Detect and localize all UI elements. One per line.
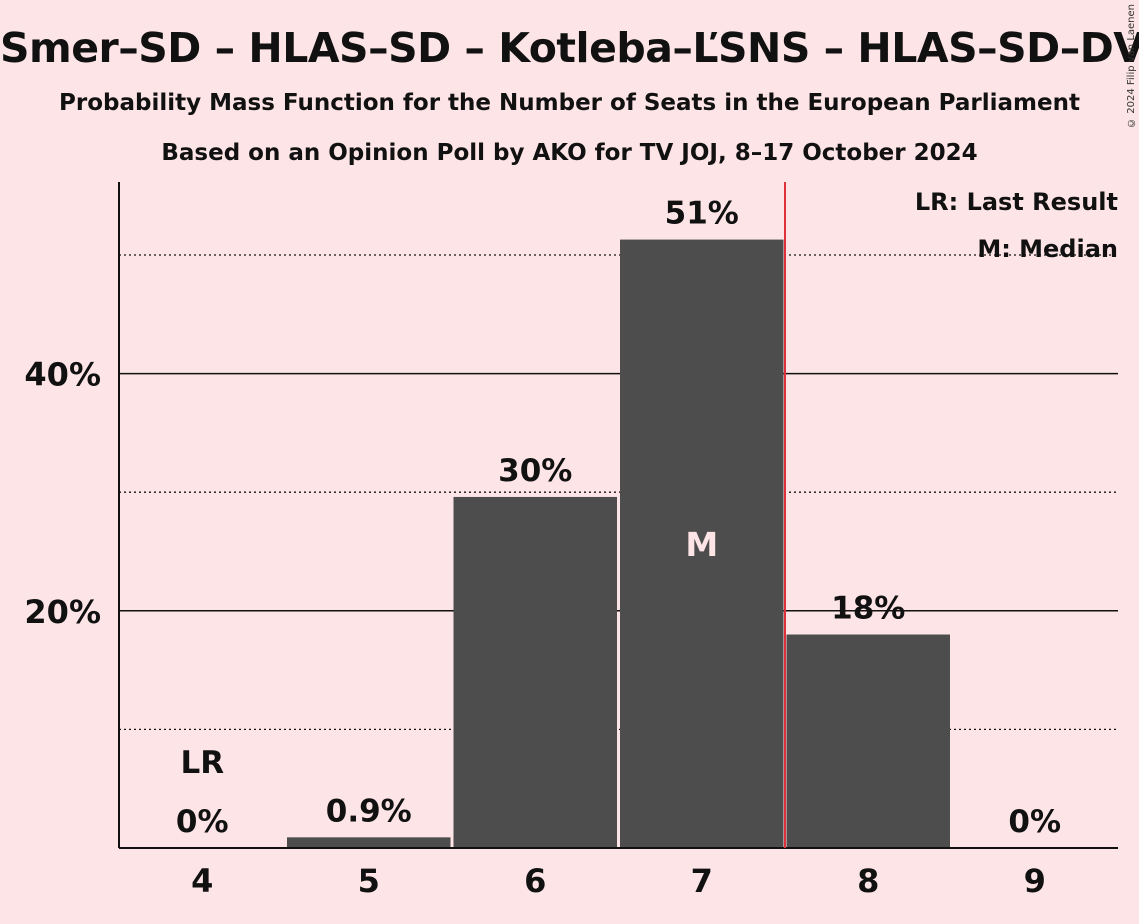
median-marker: M bbox=[685, 525, 718, 564]
chart-source: Based on an Opinion Poll by AKO for TV J… bbox=[161, 140, 978, 166]
x-tick-label: 8 bbox=[857, 862, 879, 900]
bar bbox=[620, 239, 784, 848]
x-tick-label: 5 bbox=[358, 862, 380, 900]
bar-value-label: 0.9% bbox=[326, 793, 412, 829]
bar-value-label: 0% bbox=[1008, 804, 1061, 840]
last-result-marker: LR bbox=[180, 745, 224, 781]
chart-title: Smer–SD – HLAS–SD – Kotleba–ĽSNS – HLAS–… bbox=[0, 24, 1139, 72]
x-tick-label: 7 bbox=[691, 862, 713, 900]
bar bbox=[287, 837, 451, 848]
legend-median: M: Median bbox=[977, 235, 1118, 263]
y-tick-label: 20% bbox=[24, 593, 101, 631]
x-tick-label: 9 bbox=[1024, 862, 1046, 900]
chart-subtitle: Probability Mass Function for the Number… bbox=[59, 90, 1080, 116]
bar-value-label: 18% bbox=[831, 591, 905, 627]
y-tick-label: 40% bbox=[24, 356, 101, 394]
x-tick-label: 6 bbox=[524, 862, 546, 900]
bar-value-label: 51% bbox=[665, 196, 739, 232]
bar bbox=[453, 496, 617, 848]
x-tick-label: 4 bbox=[191, 862, 213, 900]
legend-last-result: LR: Last Result bbox=[915, 188, 1118, 216]
bar bbox=[786, 634, 950, 848]
bar-value-label: 0% bbox=[176, 804, 229, 840]
bar-value-label: 30% bbox=[498, 453, 572, 489]
